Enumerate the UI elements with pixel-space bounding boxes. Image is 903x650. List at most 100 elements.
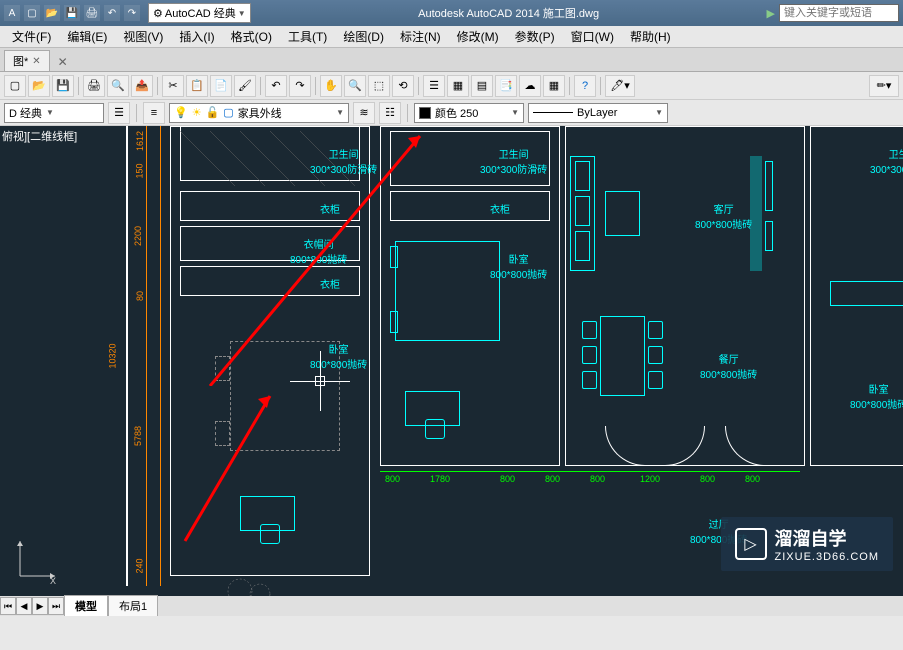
help-button[interactable]: ? (574, 75, 596, 97)
room-label: 卧室800*800抛砖 (850, 381, 903, 411)
workspace-selector[interactable]: ⚙ AutoCAD 经典 ▼ (148, 3, 251, 23)
room-label: 卫生间300*300防滑砖 (310, 146, 377, 176)
zoom-prev-button[interactable]: ⟲ (392, 75, 414, 97)
add-tab-button[interactable]: ✕ (52, 53, 74, 71)
menu-insert[interactable]: 插入(I) (171, 26, 222, 47)
undo-icon[interactable]: ↶ (104, 5, 120, 21)
print-icon[interactable]: 🖨 (84, 5, 100, 21)
menu-file[interactable]: 文件(F) (4, 26, 59, 47)
ucs-icon: X (10, 536, 60, 586)
menu-view[interactable]: 视图(V) (115, 26, 171, 47)
tab-layout1[interactable]: 布局1 (108, 595, 158, 616)
open-button[interactable]: 📂 (28, 75, 50, 97)
layout-tabs: ⏮ ◀ ▶ ⏭ 模型 布局1 (0, 596, 903, 616)
new-icon[interactable]: ▢ (24, 5, 40, 21)
menu-modify[interactable]: 修改(M) (449, 26, 507, 47)
furniture-chair (582, 346, 597, 364)
lightbulb-icon: 💡 (174, 106, 188, 119)
brush-button[interactable]: 🖊▾ (605, 75, 635, 97)
new-button[interactable]: ▢ (4, 75, 26, 97)
menu-format[interactable]: 格式(O) (223, 26, 280, 47)
tab-model[interactable]: 模型 (64, 595, 108, 616)
help-search-input[interactable] (779, 4, 899, 22)
save-icon[interactable]: 💾 (64, 5, 80, 21)
tab-prev-button[interactable]: ◀ (16, 597, 32, 615)
tool-palette-button[interactable]: ▤ (471, 75, 493, 97)
match-button[interactable]: 🖌 (234, 75, 256, 97)
dim-value: 800 (745, 474, 760, 484)
cut-button[interactable]: ✂ (162, 75, 184, 97)
redo-button[interactable]: ↷ (289, 75, 311, 97)
gear-icon: ⚙ (153, 7, 163, 20)
markup-button[interactable]: ☁ (519, 75, 541, 97)
linetype-dropdown[interactable]: ByLayer ▼ (528, 103, 668, 123)
menu-help[interactable]: 帮助(H) (622, 26, 679, 47)
zoom-window-button[interactable]: ⬚ (368, 75, 390, 97)
tab-next-button[interactable]: ▶ (32, 597, 48, 615)
menu-edit[interactable]: 编辑(E) (59, 26, 115, 47)
menu-tools[interactable]: 工具(T) (280, 26, 335, 47)
redo-icon[interactable]: ↷ (124, 5, 140, 21)
furniture-nightstand (215, 421, 230, 446)
design-center-button[interactable]: ▦ (447, 75, 469, 97)
play-icon: ▷ (735, 528, 767, 560)
dim-value: 1200 (640, 474, 660, 484)
watermark-url: ZIXUE.3D66.COM (775, 551, 879, 563)
layer-manager-button[interactable]: ≡ (143, 102, 165, 124)
app-menu-button[interactable]: A (4, 5, 20, 21)
chevron-down-icon: ▼ (511, 108, 519, 117)
workspace-dropdown[interactable]: D 经典 ▼ (4, 103, 104, 123)
close-icon[interactable]: ✕ (32, 56, 40, 67)
furniture-chair (582, 371, 597, 389)
menu-bar: 文件(F) 编辑(E) 视图(V) 插入(I) 格式(O) 工具(T) 绘图(D… (0, 26, 903, 48)
properties-button[interactable]: ☰ (423, 75, 445, 97)
separator (157, 77, 158, 95)
color-label: 颜色 250 (435, 105, 478, 121)
separator (315, 77, 316, 95)
layer-props-button[interactable]: ☰ (108, 102, 130, 124)
furniture-chair (648, 371, 663, 389)
layer-dropdown[interactable]: 💡 ☀ 🔓 ▢ 家具外线 ▼ (169, 103, 349, 123)
separator (418, 77, 419, 95)
paste-button[interactable]: 📄 (210, 75, 232, 97)
color-dropdown[interactable]: 颜色 250 ▼ (414, 103, 524, 123)
drawing-area[interactable]: 俯视][二维线框] 1612 150 2200 80 10320 5788 24… (0, 126, 903, 616)
furniture-cushion (575, 231, 590, 261)
dim-value: 800 (545, 474, 560, 484)
highlight-button[interactable]: ✏▾ (869, 75, 899, 97)
menu-window[interactable]: 窗口(W) (563, 26, 622, 47)
tab-last-button[interactable]: ⏭ (48, 597, 64, 615)
separator (569, 77, 570, 95)
zoom-button[interactable]: 🔍 (344, 75, 366, 97)
file-tab[interactable]: 图* ✕ (4, 50, 50, 71)
properties-toolbar: D 经典 ▼ ☰ ≡ 💡 ☀ 🔓 ▢ 家具外线 ▼ ≋ ☷ 颜色 250 ▼ B… (0, 100, 903, 126)
separator (78, 77, 79, 95)
layer-state-button[interactable]: ≋ (353, 102, 375, 124)
tab-nav: ⏮ ◀ ▶ ⏭ (0, 597, 64, 615)
copy-button[interactable]: 📋 (186, 75, 208, 97)
standard-toolbar: ▢ 📂 💾 🖨 🔍 📤 ✂ 📋 📄 🖌 ↶ ↷ ✋ 🔍 ⬚ ⟲ ☰ ▦ ▤ 📑 … (0, 72, 903, 100)
dim-value: 10320 (108, 343, 118, 368)
calc-button[interactable]: ▦ (543, 75, 565, 97)
publish-button[interactable]: 📤 (131, 75, 153, 97)
room-label: 衣柜 (490, 201, 510, 216)
title-bar: A ▢ 📂 💾 🖨 ↶ ↷ ⚙ AutoCAD 经典 ▼ Autodesk Au… (0, 0, 903, 26)
undo-button[interactable]: ↶ (265, 75, 287, 97)
sheet-set-button[interactable]: 📑 (495, 75, 517, 97)
menu-dimension[interactable]: 标注(N) (392, 26, 449, 47)
print-button[interactable]: 🖨 (83, 75, 105, 97)
menu-param[interactable]: 参数(P) (507, 26, 563, 47)
furniture-decoration (765, 161, 773, 211)
pan-button[interactable]: ✋ (320, 75, 342, 97)
save-button[interactable]: 💾 (52, 75, 74, 97)
preview-button[interactable]: 🔍 (107, 75, 129, 97)
layer-iso-button[interactable]: ☷ (379, 102, 401, 124)
open-icon[interactable]: 📂 (44, 5, 60, 21)
chevron-down-icon: ▼ (655, 108, 663, 117)
furniture-nightstand (215, 356, 230, 381)
furniture-cushion (575, 161, 590, 191)
tab-first-button[interactable]: ⏮ (0, 597, 16, 615)
furniture-chair (425, 419, 445, 439)
room-label: 卫生间300*300防滑砖 (480, 146, 547, 176)
menu-draw[interactable]: 绘图(D) (335, 26, 392, 47)
